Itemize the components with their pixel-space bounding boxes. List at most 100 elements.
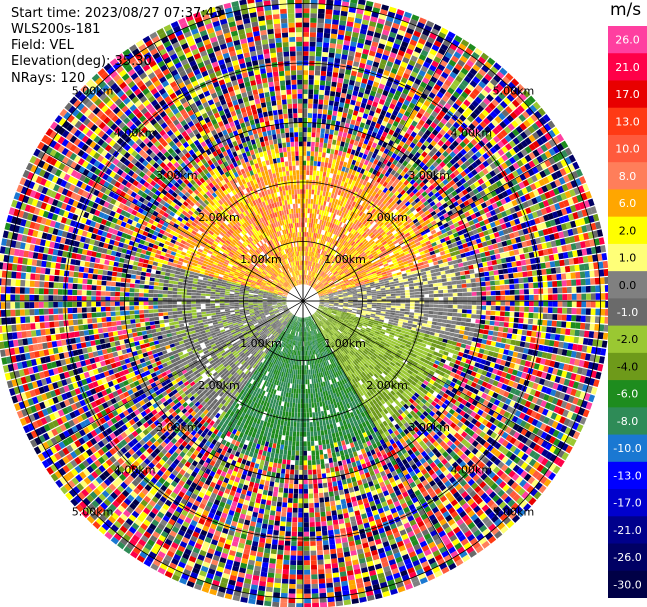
radar-gate xyxy=(405,303,411,307)
radar-gate xyxy=(319,137,324,143)
radar-gate xyxy=(317,18,325,24)
radar-gate xyxy=(557,307,563,314)
radar-gate xyxy=(320,70,327,76)
radar-gate xyxy=(357,37,365,44)
radar-gate xyxy=(435,271,441,276)
radar-gate xyxy=(504,279,510,285)
radar-gate xyxy=(352,302,358,304)
radar-gate xyxy=(524,289,529,295)
radar-gate xyxy=(457,301,463,305)
radar-gate xyxy=(382,29,390,36)
radar-gate xyxy=(352,306,358,308)
radar-gate xyxy=(430,328,436,333)
radar-gate xyxy=(373,2,382,9)
radar-gate xyxy=(398,318,404,322)
radar-gate xyxy=(331,76,338,83)
radar-gate xyxy=(554,334,561,341)
radar-gate xyxy=(442,285,448,290)
radar-gate xyxy=(309,46,316,52)
radar-gate xyxy=(491,259,498,266)
radar-gate xyxy=(411,327,417,331)
radar-gate xyxy=(303,41,309,47)
radar-gate xyxy=(359,28,367,35)
radar-gate xyxy=(490,280,496,286)
radar-gate xyxy=(539,338,546,345)
radar-gate xyxy=(311,266,313,272)
radar-gate xyxy=(429,297,434,301)
radar-gate xyxy=(595,285,601,293)
radar-gate xyxy=(307,256,309,261)
radar-gate xyxy=(498,326,504,332)
radar-gate xyxy=(317,13,325,19)
radar-gate xyxy=(355,51,362,58)
radar-gate xyxy=(329,207,333,213)
radar-gate xyxy=(314,242,317,248)
radar-gate xyxy=(303,46,309,52)
radar-gate xyxy=(309,275,311,281)
radar-gate xyxy=(303,22,310,28)
radar-gate xyxy=(341,1,350,7)
radar-gate xyxy=(437,318,443,323)
radar-gate xyxy=(338,302,344,304)
radar-gate xyxy=(431,272,437,277)
radar-gate xyxy=(544,255,550,262)
radar-gate xyxy=(457,309,463,313)
radar-gate xyxy=(497,264,503,270)
radar-gate xyxy=(436,322,442,326)
radar-gate xyxy=(352,298,358,300)
radar-gate xyxy=(471,301,477,305)
radar-gate xyxy=(564,265,571,273)
radar-gate xyxy=(310,13,317,19)
radar-gate xyxy=(340,181,345,187)
radar-gate xyxy=(421,274,427,279)
radar-gate xyxy=(376,290,382,293)
radar-gate xyxy=(462,305,468,309)
radar-gate xyxy=(450,272,456,277)
radar-gate xyxy=(408,280,414,284)
radar-gate xyxy=(457,296,463,301)
radar-gate xyxy=(317,185,321,191)
radar-gate xyxy=(308,84,314,90)
radar-gate xyxy=(320,80,326,86)
radar-gate xyxy=(449,328,456,333)
radar-gate xyxy=(318,104,323,110)
radar-gate xyxy=(455,254,462,260)
radar-gate xyxy=(354,105,360,112)
radar-gate xyxy=(314,185,318,190)
radar-gate xyxy=(579,264,585,271)
radar-gate xyxy=(414,291,420,295)
radar-gate xyxy=(308,189,312,195)
radar-gate xyxy=(599,316,605,324)
radar-gate xyxy=(476,287,482,292)
radar-gate xyxy=(324,225,327,231)
radar-gate xyxy=(368,95,375,102)
radar-gate xyxy=(463,330,470,336)
radar-gate xyxy=(551,320,557,327)
radar-gate xyxy=(329,153,334,159)
radar-gate xyxy=(391,298,396,301)
radar-gate xyxy=(305,203,308,209)
radar-gate xyxy=(339,145,344,152)
radar-gate xyxy=(512,267,518,273)
radar-gate xyxy=(506,333,513,339)
radar-gate xyxy=(357,3,365,10)
radar-gate xyxy=(469,273,476,279)
radar-gate xyxy=(330,33,338,39)
radar-gate xyxy=(316,170,320,176)
radar-gate xyxy=(530,337,536,343)
radar-gate xyxy=(492,265,498,271)
radar-gate xyxy=(313,103,318,109)
radar-gate xyxy=(362,307,367,310)
radar-gate xyxy=(400,290,405,293)
radar-gate xyxy=(514,312,520,318)
radar-gate xyxy=(323,138,329,144)
radar-gate xyxy=(523,283,529,289)
radar-gate xyxy=(390,310,396,313)
radar-gate xyxy=(556,280,562,287)
radar-gate xyxy=(589,270,595,278)
radar-gate xyxy=(427,277,433,281)
radar-gate xyxy=(338,150,343,156)
radar-gate xyxy=(336,82,343,88)
radar-gate xyxy=(559,334,565,342)
radar-gate xyxy=(323,32,331,39)
